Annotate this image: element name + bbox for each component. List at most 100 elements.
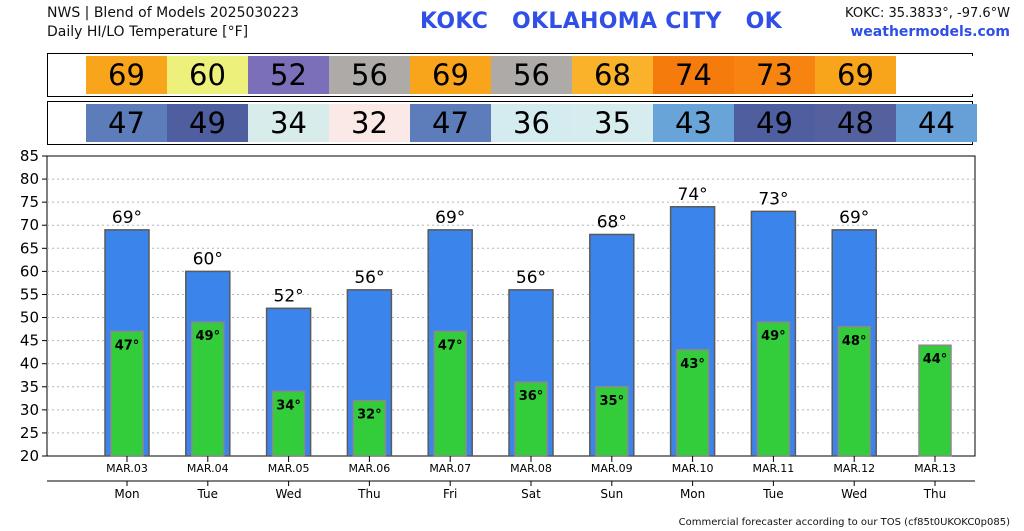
low-temp-label: 49° bbox=[761, 329, 786, 344]
x-tick-day-label: Tue bbox=[197, 487, 219, 501]
y-tick-label: 70 bbox=[20, 216, 39, 234]
low-strip-cell: 47 bbox=[86, 104, 167, 142]
high-strip-cell: 69 bbox=[815, 56, 896, 94]
x-tick-date-label: MAR.13 bbox=[914, 462, 956, 475]
low-temp-bar bbox=[352, 399, 387, 457]
x-tick-day-label: Wed bbox=[841, 487, 867, 501]
x-tick-day-label: Mon bbox=[680, 487, 705, 501]
low-temp-label: 44° bbox=[923, 352, 948, 367]
low-temp-label: 48° bbox=[842, 334, 867, 349]
low-temp-label: 43° bbox=[680, 357, 705, 372]
y-tick-label: 35 bbox=[20, 378, 39, 396]
low-temp-label: 35° bbox=[600, 394, 625, 409]
low-temp-bar bbox=[675, 349, 710, 457]
high-temp-strip: 69 60 52 56 69 56 68 74 73 69 bbox=[47, 53, 977, 97]
y-tick-label: 75 bbox=[20, 193, 39, 211]
high-strip-cell: 73 bbox=[734, 56, 815, 94]
high-temp-label: 69° bbox=[112, 208, 142, 228]
low-temp-bar bbox=[514, 381, 548, 457]
x-tick-day-label: Tue bbox=[762, 487, 784, 501]
header-right: KOKC: 35.3833°, -97.6°W weathermodels.co… bbox=[845, 4, 1010, 42]
high-temp-label: 68° bbox=[597, 212, 627, 232]
header-left: NWS | Blend of Models 2025030223 Daily H… bbox=[47, 4, 299, 42]
high-strip-cell bbox=[896, 56, 977, 94]
low-strip-cell: 43 bbox=[653, 104, 734, 142]
high-strip-cell: 74 bbox=[653, 56, 734, 94]
low-temp-bar bbox=[595, 386, 629, 457]
variable-title: Daily HI/LO Temperature [°F] bbox=[47, 24, 249, 40]
x-tick-day-label: Wed bbox=[276, 487, 302, 501]
low-temp-bar bbox=[837, 326, 871, 457]
low-temp-label: 47° bbox=[438, 338, 463, 353]
x-tick-date-label: MAR.04 bbox=[187, 462, 229, 475]
y-tick-label: 20 bbox=[20, 447, 39, 465]
station-coords: KOKC: 35.3833°, -97.6°W bbox=[845, 6, 1010, 21]
low-temp-label: 34° bbox=[276, 398, 301, 413]
high-temp-label: 60° bbox=[193, 249, 223, 269]
low-strip-cell: 47 bbox=[410, 104, 491, 142]
low-temp-bar bbox=[918, 344, 952, 457]
x-tick-date-label: MAR.08 bbox=[510, 462, 552, 475]
low-strip-cell: 49 bbox=[734, 104, 815, 142]
high-temp-label: 73° bbox=[758, 189, 788, 209]
low-strip-cell: 32 bbox=[329, 104, 410, 142]
x-tick-day-label: Thu bbox=[923, 487, 947, 501]
x-tick-date-label: MAR.11 bbox=[753, 462, 795, 475]
high-strip-cell: 56 bbox=[329, 56, 410, 94]
y-tick-label: 45 bbox=[20, 332, 39, 350]
model-run-title: NWS | Blend of Models 2025030223 bbox=[47, 5, 299, 21]
high-strip-cell: 52 bbox=[248, 56, 329, 94]
low-temp-label: 36° bbox=[519, 389, 544, 404]
high-strip-cell: 60 bbox=[167, 56, 248, 94]
low-temp-bar bbox=[433, 330, 467, 457]
x-tick-date-label: MAR.06 bbox=[349, 462, 391, 475]
y-tick-label: 25 bbox=[20, 424, 39, 442]
y-tick-label: 50 bbox=[20, 309, 39, 327]
low-strip-cell: 49 bbox=[167, 104, 248, 142]
y-tick-label: 65 bbox=[20, 239, 39, 257]
high-temp-label: 69° bbox=[839, 208, 869, 228]
low-strip-cell: 48 bbox=[815, 104, 896, 142]
y-tick-label: 85 bbox=[20, 147, 39, 165]
y-tick-label: 60 bbox=[20, 262, 39, 280]
x-tick-date-label: MAR.03 bbox=[106, 462, 148, 475]
low-temp-label: 32° bbox=[357, 408, 382, 423]
high-strip-cell: 69 bbox=[86, 56, 167, 94]
website-link[interactable]: weathermodels.com bbox=[850, 24, 1010, 40]
low-strip-cell: 44 bbox=[896, 104, 977, 142]
high-temp-label: 56° bbox=[354, 268, 384, 288]
high-temp-label: 56° bbox=[516, 268, 546, 288]
low-strip-cell: 34 bbox=[248, 104, 329, 142]
y-tick-label: 40 bbox=[20, 355, 39, 373]
x-tick-day-label: Sun bbox=[600, 487, 623, 501]
low-strip-cell: 35 bbox=[572, 104, 653, 142]
x-tick-date-label: MAR.10 bbox=[672, 462, 714, 475]
low-temp-label: 49° bbox=[196, 329, 221, 344]
high-temp-label: 52° bbox=[274, 286, 304, 306]
high-strip-cell: 68 bbox=[572, 56, 653, 94]
x-tick-date-label: MAR.12 bbox=[833, 462, 875, 475]
x-tick-date-label: MAR.07 bbox=[429, 462, 471, 475]
y-tick-label: 80 bbox=[20, 170, 39, 188]
high-temp-label: 69° bbox=[435, 208, 465, 228]
high-temp-label: 74° bbox=[678, 185, 708, 205]
low-temp-label: 47° bbox=[115, 338, 140, 353]
y-tick-label: 30 bbox=[20, 401, 39, 419]
station-title: KOKC OKLAHOMA CITY OK bbox=[420, 9, 782, 34]
x-tick-date-label: MAR.09 bbox=[591, 462, 633, 475]
x-tick-date-label: MAR.05 bbox=[268, 462, 310, 475]
low-temp-bar bbox=[756, 321, 791, 457]
y-tick-label: 55 bbox=[20, 285, 39, 303]
x-tick-day-label: Thu bbox=[357, 487, 381, 501]
x-tick-day-label: Sat bbox=[521, 487, 541, 501]
low-temp-strip: 47 49 34 32 47 36 35 43 49 48 44 bbox=[47, 101, 977, 145]
low-temp-bar bbox=[191, 321, 225, 457]
high-strip-cell: 56 bbox=[491, 56, 572, 94]
x-tick-day-label: Mon bbox=[114, 487, 139, 501]
footer-note: Commercial forecaster according to our T… bbox=[678, 517, 1010, 528]
low-temp-bar bbox=[271, 390, 306, 457]
low-strip-cell: 36 bbox=[491, 104, 572, 142]
x-tick-day-label: Fri bbox=[443, 487, 457, 501]
high-strip-cell: 69 bbox=[410, 56, 491, 94]
